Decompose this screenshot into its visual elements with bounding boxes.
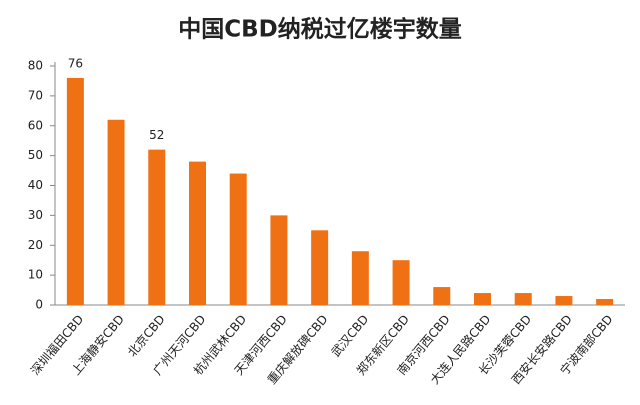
bar — [474, 293, 491, 305]
bar — [433, 287, 451, 305]
bar — [229, 173, 247, 305]
bar — [148, 149, 166, 305]
bar — [514, 293, 532, 305]
bar — [107, 119, 125, 306]
data-label: 52 — [149, 128, 164, 142]
y-tick-label: 70 — [28, 88, 43, 102]
y-tick-label: 0 — [35, 298, 43, 312]
bar — [311, 230, 329, 305]
y-tick-label: 20 — [28, 238, 43, 252]
bar — [596, 299, 614, 305]
bar — [555, 296, 573, 305]
chart-title: 中国CBD纳税过亿楼宇数量 — [178, 16, 462, 43]
bar — [66, 77, 84, 305]
y-tick-label: 50 — [28, 148, 43, 162]
y-tick-label: 80 — [28, 59, 43, 73]
y-tick-label: 30 — [28, 208, 43, 222]
y-tick-label: 10 — [28, 268, 43, 282]
bar — [351, 251, 369, 305]
bar — [270, 215, 288, 305]
x-tick-label: 武汉CBD — [329, 312, 372, 359]
bar — [392, 260, 410, 305]
x-tick-label: 北京CBD — [125, 312, 168, 359]
data-label: 76 — [68, 56, 83, 70]
y-tick-label: 40 — [28, 178, 43, 192]
y-tick-label: 60 — [28, 118, 43, 132]
bar — [189, 161, 206, 305]
